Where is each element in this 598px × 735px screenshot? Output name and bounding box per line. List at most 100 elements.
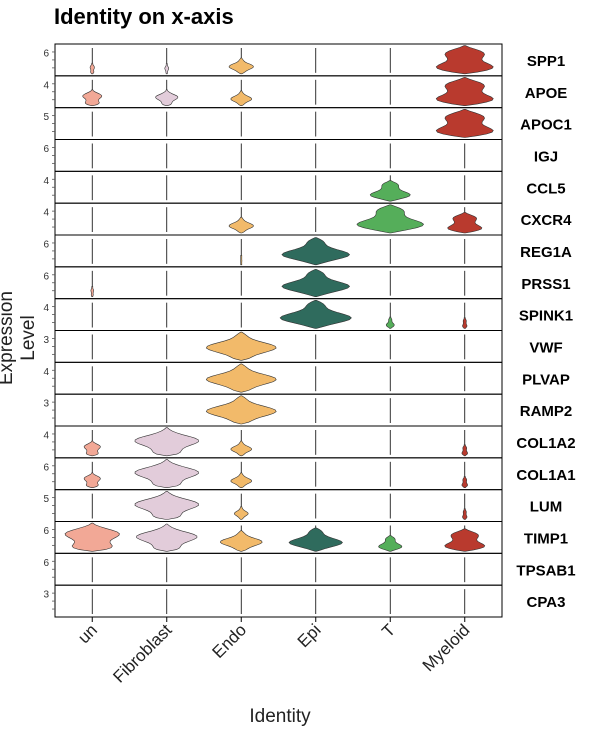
panel-ramp2 bbox=[54, 393, 503, 427]
y-tick-label: 5 bbox=[43, 112, 49, 123]
violin-myeloid-spp1 bbox=[435, 45, 494, 75]
gene-label-spink1: SPINK1 bbox=[519, 308, 573, 325]
gene-label-tpsab1: TPSAB1 bbox=[516, 562, 575, 579]
violin-endo-col1a1 bbox=[230, 472, 253, 489]
violin-myeloid-apoe bbox=[435, 77, 494, 107]
y-tick-label: 4 bbox=[43, 80, 49, 91]
panel-ccl5 bbox=[54, 170, 503, 204]
violin-un-apoe bbox=[82, 89, 103, 107]
y-tick-label: 3 bbox=[43, 335, 49, 346]
violin-endo-apoe bbox=[230, 90, 253, 107]
x-tick-label-t: T bbox=[378, 620, 399, 641]
gene-label-spp1: SPP1 bbox=[527, 53, 565, 70]
x-tick-label-endo: Endo bbox=[209, 620, 251, 662]
violin-endo-lum bbox=[233, 506, 249, 520]
violin-epi-prss1 bbox=[281, 269, 351, 298]
panel-cxcr4 bbox=[54, 202, 503, 236]
gene-label-plvap: PLVAP bbox=[522, 371, 570, 388]
panel-apoc1 bbox=[54, 107, 503, 140]
violin-myeloid-apoc1 bbox=[435, 109, 494, 138]
panel-lum bbox=[54, 489, 503, 522]
violin-endo-col1a2 bbox=[230, 440, 253, 457]
violin-epi-timp1 bbox=[288, 527, 343, 552]
y-tick-label: 4 bbox=[43, 208, 49, 219]
violin-epi-reg1a bbox=[281, 237, 351, 266]
panel-tpsab1 bbox=[54, 552, 503, 586]
y-tick-label: 6 bbox=[43, 49, 49, 60]
y-tick-label: 3 bbox=[43, 590, 49, 601]
x-tick-label-fibroblast: Fibroblast bbox=[109, 620, 175, 686]
gene-label-igj: IGJ bbox=[534, 148, 558, 165]
violin-epi-spink1 bbox=[279, 300, 352, 329]
gene-label-col1a1: COL1A1 bbox=[516, 467, 575, 484]
violin-t-ccl5 bbox=[369, 180, 411, 202]
gene-label-apoc1: APOC1 bbox=[520, 117, 572, 134]
panel-spp1 bbox=[54, 43, 503, 77]
y-tick-label: 4 bbox=[43, 176, 49, 187]
gene-label-cpa3: CPA3 bbox=[527, 594, 566, 611]
x-tick-label-myeloid: Myeloid bbox=[419, 620, 474, 675]
gene-label-lum: LUM bbox=[530, 499, 563, 516]
violin-t-timp1 bbox=[378, 535, 403, 552]
gene-label-vwf: VWF bbox=[529, 339, 562, 356]
x-axis-title: Identity bbox=[249, 706, 311, 727]
y-tick-label: 3 bbox=[43, 399, 49, 410]
violin-t-spink1 bbox=[385, 316, 395, 329]
gene-label-timp1: TIMP1 bbox=[524, 530, 568, 547]
panel-prss1 bbox=[54, 266, 503, 300]
violin-myeloid-lum bbox=[462, 508, 468, 520]
panel-cpa3 bbox=[54, 584, 503, 618]
gene-label-reg1a: REG1A bbox=[520, 244, 572, 261]
violin-un-col1a1 bbox=[83, 472, 101, 489]
gene-label-cxcr4: CXCR4 bbox=[521, 212, 573, 229]
y-tick-label: 6 bbox=[43, 240, 49, 251]
violin-un-col1a2 bbox=[83, 440, 101, 457]
y-tick-label: 6 bbox=[43, 558, 49, 569]
y-tick-label: 6 bbox=[43, 526, 49, 537]
violin-t-cxcr4 bbox=[356, 204, 425, 234]
y-tick-label: 4 bbox=[43, 431, 49, 442]
x-tick-label-epi: Epi bbox=[294, 620, 325, 651]
violin-endo-timp1 bbox=[219, 530, 263, 552]
x-tick-label-un: un bbox=[74, 620, 101, 647]
violin-endo-spp1 bbox=[228, 57, 254, 75]
violin-fibroblast-lum bbox=[134, 491, 199, 520]
panel-col1a1 bbox=[54, 457, 503, 491]
panel-reg1a bbox=[54, 234, 503, 268]
violin-un-spp1 bbox=[89, 62, 95, 75]
gene-label-col1a2: COL1A2 bbox=[516, 435, 575, 452]
violin-endo-cxcr4 bbox=[228, 216, 254, 234]
violin-fibroblast-apoe bbox=[155, 89, 179, 107]
y-tick-label: 4 bbox=[43, 303, 49, 314]
gene-label-prss1: PRSS1 bbox=[521, 276, 570, 293]
panel-vwf bbox=[54, 330, 503, 363]
violin-fibroblast-col1a2 bbox=[134, 427, 199, 457]
violin-myeloid-col1a1 bbox=[461, 476, 468, 489]
violin-endo-reg1a bbox=[240, 255, 243, 266]
y-tick-label: 6 bbox=[43, 144, 49, 155]
y-tick-label: 6 bbox=[43, 462, 49, 473]
violin-fibroblast-timp1 bbox=[136, 523, 198, 552]
violin-fibroblast-col1a1 bbox=[134, 459, 199, 489]
panel-igj bbox=[54, 139, 503, 172]
violin-un-timp1 bbox=[64, 522, 120, 552]
gene-label-ramp2: RAMP2 bbox=[520, 403, 573, 420]
violin-fibroblast-spp1 bbox=[164, 63, 169, 75]
panel-plvap bbox=[54, 361, 503, 395]
violin-myeloid-col1a2 bbox=[461, 444, 468, 457]
violin-endo-vwf bbox=[205, 331, 277, 361]
panel-spink1 bbox=[54, 298, 503, 331]
violin-endo-plvap bbox=[205, 363, 277, 393]
violin-endo-ramp2 bbox=[205, 395, 277, 425]
violin-myeloid-timp1 bbox=[444, 528, 486, 552]
violin-myeloid-spink1 bbox=[462, 317, 468, 329]
y-tick-label: 5 bbox=[43, 494, 49, 505]
panel-timp1 bbox=[54, 521, 503, 554]
panel-apoe bbox=[54, 75, 503, 109]
y-tick-label: 6 bbox=[43, 271, 49, 282]
gene-label-apoe: APOE bbox=[525, 85, 568, 102]
panel-col1a2 bbox=[54, 425, 503, 459]
y-tick-label: 4 bbox=[43, 367, 49, 378]
gene-label-ccl5: CCL5 bbox=[526, 180, 565, 197]
